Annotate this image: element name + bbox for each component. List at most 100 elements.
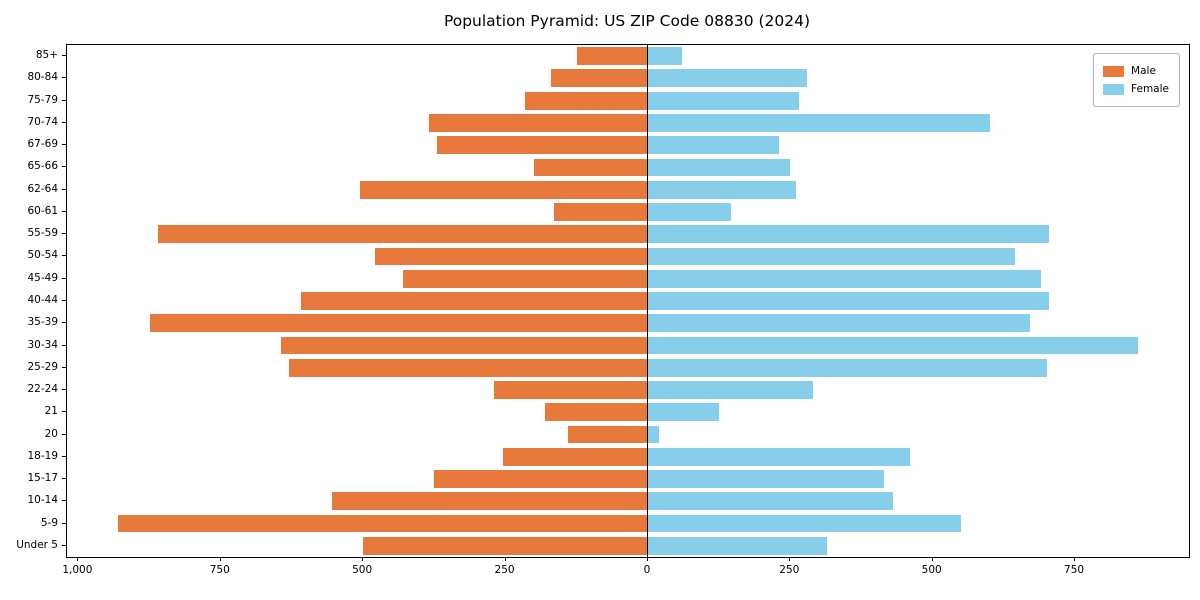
zero-line (647, 45, 649, 557)
y-tick (62, 144, 66, 146)
x-tick-label: 500 (352, 564, 373, 576)
bar-female (647, 203, 731, 221)
bar-female (647, 225, 1050, 244)
x-tick (504, 557, 506, 561)
y-tick-label: Under 5 (16, 538, 58, 551)
bar-female (647, 69, 808, 88)
bar-female (647, 269, 1041, 288)
bar-female (647, 314, 1030, 333)
x-tick-label: 750 (209, 564, 230, 576)
x-tick-label: 250 (779, 564, 800, 576)
y-tick (62, 455, 66, 457)
y-tick (62, 433, 66, 435)
bar-male (551, 69, 648, 88)
bar-male (494, 381, 648, 399)
y-tick-label: 10-14 (27, 494, 58, 507)
bar-female (647, 47, 683, 66)
bar-female (647, 447, 910, 466)
y-tick (62, 255, 66, 257)
x-tick (789, 557, 791, 561)
y-tick-label: 30-34 (27, 338, 58, 351)
bar-male (360, 180, 648, 199)
y-tick (62, 522, 66, 524)
bar-male (403, 269, 648, 288)
y-tick-label: 85+ (35, 49, 58, 62)
y-tick (62, 389, 66, 391)
y-tick-label: 18-19 (27, 449, 58, 462)
y-tick (62, 77, 66, 79)
y-tick (62, 233, 66, 235)
bar-male (545, 403, 648, 422)
y-tick (62, 210, 66, 212)
bar-male (553, 203, 648, 221)
y-tick-label: 55-59 (27, 227, 58, 240)
plot-area: Male Female (66, 44, 1190, 558)
bar-female (647, 336, 1138, 355)
bar-male (502, 447, 648, 466)
bar-male (437, 136, 648, 155)
bar-female (647, 425, 660, 444)
x-tick-label: 250 (494, 564, 515, 576)
y-tick (62, 55, 66, 57)
bar-male (434, 470, 648, 488)
x-tick-label: 500 (921, 564, 942, 576)
bar-male (428, 114, 648, 132)
x-tick-label: 750 (1064, 564, 1085, 576)
bar-female (647, 514, 962, 533)
bar-female (647, 114, 990, 132)
legend-label: Female (1131, 83, 1169, 95)
bar-male (363, 536, 648, 555)
y-tick (62, 544, 66, 546)
y-tick (62, 121, 66, 123)
bar-female (647, 403, 720, 422)
bar-male (331, 492, 648, 511)
legend-entry: Male (1103, 63, 1169, 79)
bar-male (149, 314, 648, 333)
y-tick (62, 188, 66, 190)
x-tick-label: 1,000 (62, 564, 93, 576)
y-tick (62, 500, 66, 502)
y-tick (62, 99, 66, 101)
bar-female (647, 91, 799, 110)
bar-female (647, 247, 1016, 266)
y-tick (62, 478, 66, 480)
bar-female (647, 292, 1050, 310)
y-tick-label: 65-66 (27, 160, 58, 173)
legend-swatch-female (1103, 83, 1125, 95)
y-tick-label: 75-79 (27, 93, 58, 106)
bar-female (647, 381, 814, 399)
bar-female (647, 358, 1047, 377)
x-tick-label: 0 (643, 564, 651, 576)
chart-title: Population Pyramid: US ZIP Code 08830 (2… (443, 12, 811, 30)
bar-female (647, 158, 791, 177)
bar-male (374, 247, 648, 266)
y-tick-label: 22-24 (27, 383, 58, 396)
legend-entry: Female (1103, 81, 1169, 97)
x-tick (219, 557, 221, 561)
y-tick-label: 21 (44, 405, 58, 418)
x-tick (77, 557, 79, 561)
legend-label: Male (1131, 65, 1156, 77)
x-tick (362, 557, 364, 561)
y-tick-label: 5-9 (40, 516, 58, 529)
bar-female (647, 492, 893, 511)
x-tick (1074, 557, 1076, 561)
y-tick-label: 62-64 (27, 182, 58, 195)
x-tick (646, 557, 648, 561)
bar-male (118, 514, 648, 533)
legend-swatch-male (1103, 65, 1125, 77)
y-tick-label: 20 (44, 427, 58, 440)
y-tick-label: 50-54 (27, 249, 58, 262)
bar-female (647, 536, 828, 555)
y-tick-label: 40-44 (27, 294, 58, 306)
y-tick (62, 166, 66, 168)
y-tick-label: 45-49 (27, 271, 58, 284)
bar-male (534, 158, 648, 177)
y-tick-label: 67-69 (27, 138, 58, 151)
y-tick (62, 411, 66, 413)
bar-male (289, 358, 648, 377)
y-tick (62, 366, 66, 368)
bar-male (576, 47, 648, 66)
y-tick-label: 15-17 (27, 472, 58, 485)
